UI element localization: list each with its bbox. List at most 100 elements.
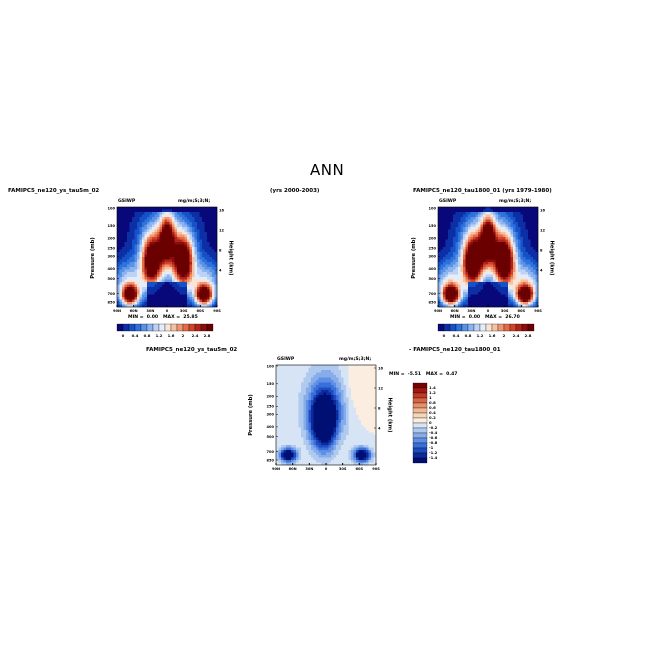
heatmap-cell xyxy=(321,442,324,446)
heatmap-cell xyxy=(333,420,337,423)
heatmap-cell xyxy=(152,222,155,225)
heatmap-cell xyxy=(177,294,180,298)
heatmap-cell xyxy=(520,249,524,253)
heatmap-cell xyxy=(490,284,494,288)
heatmap-cell xyxy=(473,239,476,243)
heatmap-cell xyxy=(298,372,302,376)
heatmap-cell xyxy=(119,262,123,265)
heatmap-cell xyxy=(353,462,357,466)
heatmap-cell xyxy=(142,294,145,298)
heatmap-cell xyxy=(313,420,317,423)
heatmap-cell xyxy=(351,427,354,431)
heatmap-cell xyxy=(212,207,215,210)
heatmap-cell xyxy=(139,214,143,218)
heatmap-cell xyxy=(214,279,218,283)
heatmap-cell xyxy=(348,437,352,441)
heatmap-cell xyxy=(460,229,464,233)
heatmap-cell xyxy=(323,390,327,393)
heatmap-cell xyxy=(316,455,319,458)
heatmap-cell xyxy=(530,294,534,298)
heatmap-cell xyxy=(438,214,441,218)
heatmap-cell xyxy=(440,272,444,275)
heatmap-cell xyxy=(199,297,203,300)
heatmap-cell xyxy=(157,244,160,248)
heatmap-cell xyxy=(318,370,322,373)
heatmap-cell xyxy=(338,415,342,418)
x-tick-label: 30N xyxy=(146,309,154,313)
heatmap-cell xyxy=(333,462,337,466)
heatmap-cell xyxy=(351,385,354,388)
heatmap-cell xyxy=(371,372,374,376)
heatmap-cell xyxy=(202,277,205,280)
heatmap-cell xyxy=(495,242,499,245)
heatmap-cell xyxy=(323,412,327,416)
heatmap-cell xyxy=(480,209,484,213)
heatmap-cell xyxy=(495,257,499,260)
heatmap-cell xyxy=(159,279,163,283)
heatmap-cell xyxy=(438,209,441,213)
heatmap-cell xyxy=(179,244,183,248)
heatmap-cell xyxy=(346,460,349,463)
heatmap-cell xyxy=(366,460,369,463)
heatmap-cell xyxy=(119,244,123,248)
heatmap-cell xyxy=(117,217,120,220)
heatmap-cell xyxy=(528,237,531,240)
heatmap-cell xyxy=(137,289,140,293)
heatmap-cell xyxy=(144,267,148,270)
heatmap-cell xyxy=(528,224,531,228)
heatmap-cell xyxy=(326,377,329,381)
heatmap-cell xyxy=(162,254,165,258)
heatmap-cell xyxy=(142,304,145,308)
heatmap-cell xyxy=(212,259,215,263)
heatmap-cell xyxy=(508,217,511,220)
heatmap-cell xyxy=(525,207,529,210)
heatmap-cell xyxy=(316,385,319,388)
heatmap-cell xyxy=(189,232,193,235)
heatmap-cell xyxy=(298,447,302,451)
heatmap-cell xyxy=(518,292,521,295)
heatmap-cell xyxy=(207,212,210,215)
heatmap-cell xyxy=(498,244,501,248)
heatmap-cell xyxy=(179,297,183,300)
heatmap-cell xyxy=(465,237,469,240)
heatmap-cell xyxy=(318,425,322,428)
heatmap-cell xyxy=(513,289,516,293)
heatmap-cell xyxy=(189,247,193,250)
heatmap-cell xyxy=(358,427,362,431)
heatmap-cell xyxy=(453,237,456,240)
heatmap-cell xyxy=(174,242,178,245)
heatmap-cell xyxy=(535,237,539,240)
heatmap-cell xyxy=(523,229,526,233)
heatmap-cell xyxy=(303,450,307,453)
heatmap-cell xyxy=(510,219,514,223)
heatmap-cell xyxy=(159,282,163,285)
heatmap-cell xyxy=(358,422,362,426)
heatmap-cell xyxy=(518,207,521,210)
heatmap-cell xyxy=(460,282,464,285)
heatmap-cell xyxy=(473,217,476,220)
heatmap-cell xyxy=(503,219,506,223)
heatmap-cell xyxy=(363,392,367,396)
heatmap-cell xyxy=(174,274,178,278)
heatmap-cell xyxy=(336,367,339,371)
heatmap-cell xyxy=(182,222,185,225)
heatmap-cell xyxy=(167,244,170,248)
heatmap-cell xyxy=(179,237,183,240)
heatmap-cell xyxy=(189,242,193,245)
heatmap-cell xyxy=(162,237,165,240)
heatmap-cell xyxy=(500,207,504,210)
heatmap-cell xyxy=(187,222,190,225)
heatmap-cell xyxy=(147,244,150,248)
heatmap-cell xyxy=(147,302,150,305)
heatmap-cell xyxy=(336,462,339,466)
colorbar-swatch xyxy=(485,323,493,332)
heatmap-cell xyxy=(122,262,125,265)
heatmap-cell xyxy=(144,217,148,220)
heatmap-cell xyxy=(154,299,158,303)
heatmap-cell xyxy=(336,397,339,401)
heatmap-cell xyxy=(316,402,319,406)
heatmap-cell xyxy=(445,239,449,243)
heatmap-cell xyxy=(278,462,282,466)
heatmap-cell xyxy=(533,277,536,280)
heatmap-cell xyxy=(503,294,506,298)
